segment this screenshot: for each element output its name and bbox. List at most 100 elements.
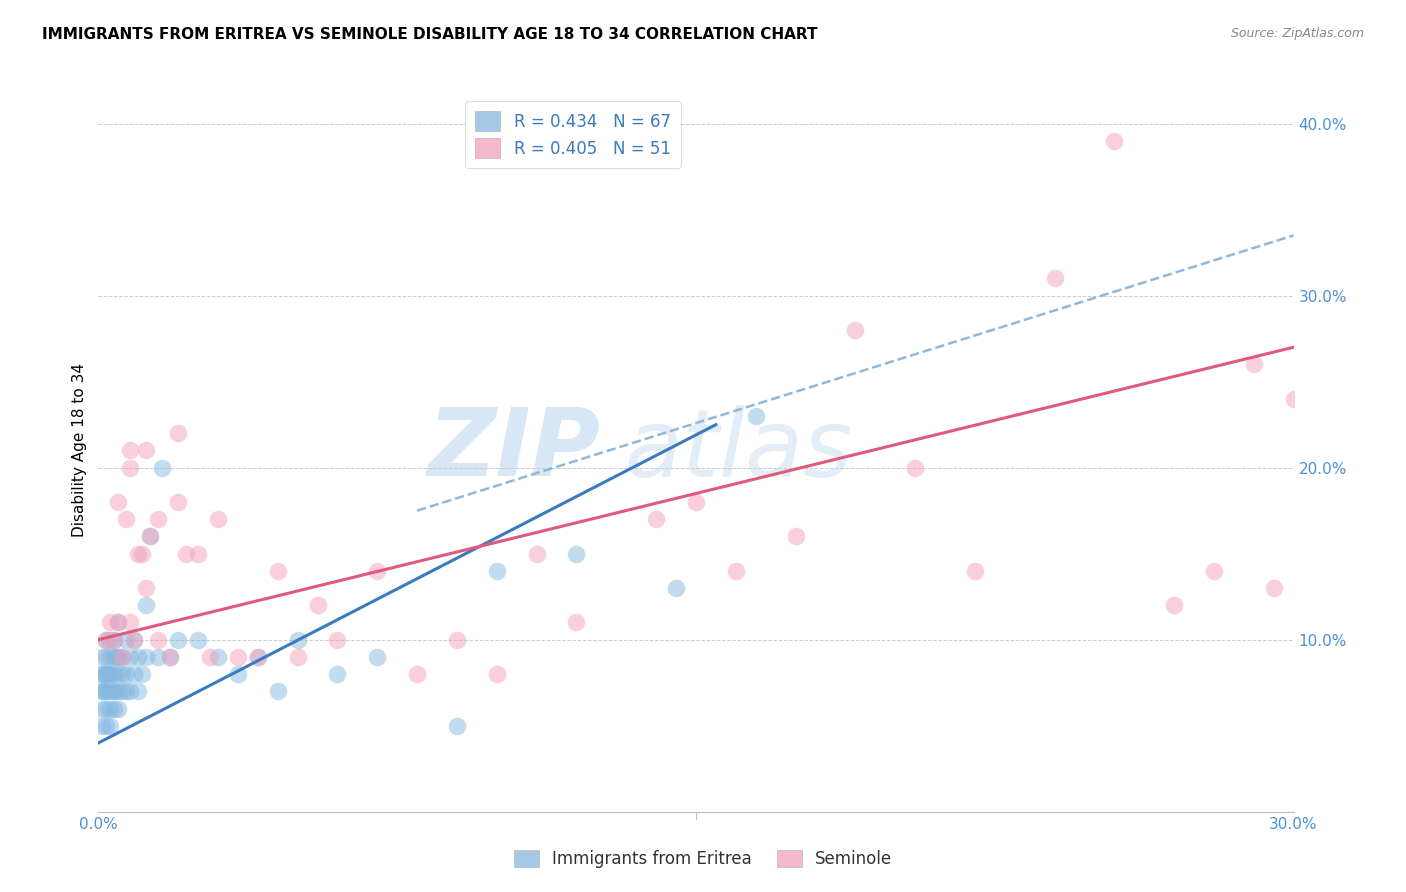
Point [120,649,142,664]
Point [98,667,122,681]
Point [124,667,146,681]
Point [124,632,146,647]
Text: Source: ZipAtlas.com: Source: ZipAtlas.com [1230,27,1364,40]
Point [124,632,146,647]
Point [446,632,468,647]
Y-axis label: Disability Age 18 to 34: Disability Age 18 to 34 [72,363,87,538]
Point [91,684,114,698]
Point [98,615,122,630]
Point [963,564,986,578]
Point [107,649,129,664]
Point [98,649,122,664]
Point [724,564,747,578]
Point [96,632,118,647]
Point [127,547,149,561]
Point [326,667,349,681]
Point [107,684,129,698]
Point [135,581,157,595]
Point [103,632,125,647]
Point [207,512,229,526]
Point [91,719,114,733]
Point [1243,358,1265,372]
Point [485,667,508,681]
Point [565,615,588,630]
Point [107,649,129,664]
Point [406,667,429,681]
Point [107,667,129,681]
Point [1202,564,1225,578]
Point [844,323,866,337]
Point [287,632,309,647]
Point [187,632,209,647]
Point [96,701,118,715]
Point [287,649,309,664]
Point [91,667,114,681]
Point [187,547,209,561]
Point [96,632,118,647]
Point [103,667,125,681]
Point [267,684,290,698]
Point [745,409,768,423]
Point [120,443,142,458]
Point [565,547,588,561]
Text: IMMIGRANTS FROM ERITREA VS SEMINOLE DISABILITY AGE 18 TO 34 CORRELATION CHART: IMMIGRANTS FROM ERITREA VS SEMINOLE DISA… [42,27,818,42]
Point [103,632,125,647]
Point [167,426,190,441]
Point [485,564,508,578]
Point [111,649,134,664]
Point [98,701,122,715]
Point [267,564,290,578]
Point [96,667,118,681]
Point [1104,134,1126,148]
Point [159,649,181,664]
Point [1163,599,1185,613]
Point [246,649,269,664]
Point [174,547,197,561]
Point [198,649,221,664]
Point [131,667,153,681]
Point [127,684,149,698]
Point [307,599,329,613]
Point [98,684,122,698]
Point [103,684,125,698]
Point [103,701,125,715]
Point [148,512,170,526]
Point [148,649,170,664]
Point [685,495,707,509]
Point [98,719,122,733]
Point [785,529,807,543]
Legend: R = 0.434   N = 67, R = 0.405   N = 51: R = 0.434 N = 67, R = 0.405 N = 51 [465,101,681,169]
Point [96,684,118,698]
Point [98,632,122,647]
Point [120,615,142,630]
Point [904,460,927,475]
Point [1263,581,1285,595]
Point [665,581,688,595]
Point [148,632,170,647]
Point [111,684,134,698]
Point [159,649,181,664]
Point [111,667,134,681]
Point [91,649,114,664]
Point [139,529,162,543]
Point [107,615,129,630]
Point [96,719,118,733]
Point [139,529,162,543]
Point [207,649,229,664]
Point [326,632,349,647]
Point [1282,392,1305,406]
Point [366,649,388,664]
Point [96,649,118,664]
Point [127,649,149,664]
Point [115,632,138,647]
Text: atlas: atlas [624,405,852,496]
Point [107,495,129,509]
Point [107,615,129,630]
Point [115,667,138,681]
Point [91,701,114,715]
Point [645,512,668,526]
Point [131,547,153,561]
Point [167,632,190,647]
Point [446,719,468,733]
Point [366,564,388,578]
